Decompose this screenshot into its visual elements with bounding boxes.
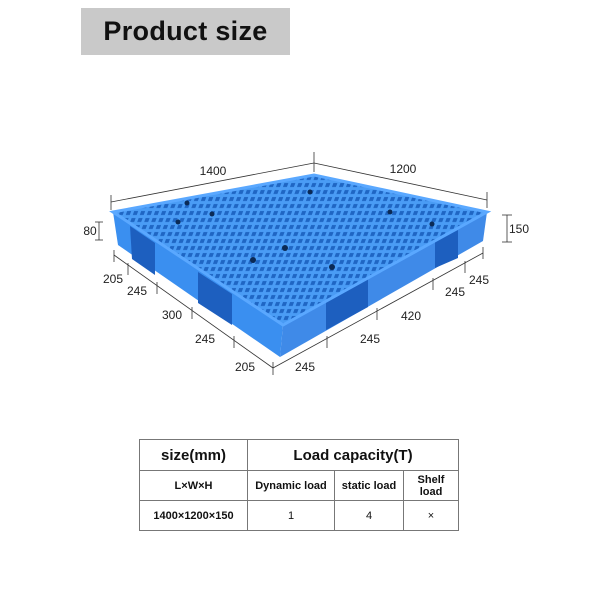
subheader-shelf-load: Shelf load (403, 470, 459, 501)
dimension-length: 1400 (200, 164, 227, 178)
fork-opening (326, 277, 368, 330)
dimension-left-segment: 300 (162, 308, 182, 322)
subheader-dimensions: L×W×H (139, 470, 248, 501)
cell-shelf: × (403, 500, 459, 531)
dimension-left-segment: 205 (235, 360, 255, 374)
subheader-static-load: static load (334, 470, 404, 501)
cell-static: 4 (334, 500, 404, 531)
dimension-right-segment: 420 (401, 309, 421, 323)
dimension-left-segment: 245 (127, 284, 147, 298)
subheader-dynamic-load: Dynamic load (247, 470, 335, 501)
cell-dynamic: 1 (247, 500, 335, 531)
dimension-lines (95, 152, 512, 375)
dimension-width: 1200 (390, 162, 417, 176)
dimension-right-segment: 245 (469, 273, 489, 287)
header-load-capacity: Load capacity(T) (247, 439, 459, 471)
fork-opening (435, 230, 458, 268)
dimension-right-segment: 245 (295, 360, 315, 374)
fork-opening (198, 272, 232, 325)
fork-opening (130, 226, 155, 275)
dimension-right-segment: 245 (445, 285, 465, 299)
title-banner: Product size (81, 8, 290, 55)
dimension-right-segment: 245 (360, 332, 380, 346)
deck-holes (175, 189, 435, 270)
load-capacity-table: size(mm) Load capacity(T) L×W×H Dynamic … (139, 439, 459, 531)
table-row: 1400×1200×150 1 4 × (139, 500, 459, 531)
dimension-fork-height: 80 (83, 224, 97, 238)
pallet-top-deck (109, 173, 492, 327)
dimension-left-segment: 205 (103, 272, 123, 286)
cell-size: 1400×1200×150 (139, 500, 248, 531)
dimension-left-segment: 245 (195, 332, 215, 346)
header-size: size(mm) (139, 439, 248, 471)
dimension-height: 150 (509, 222, 529, 236)
page-title: Product size (103, 16, 268, 46)
